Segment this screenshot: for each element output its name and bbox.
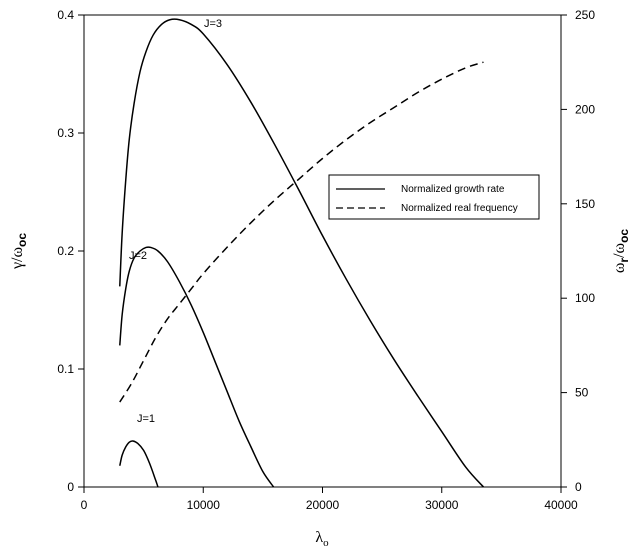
y-right-axis-label-symbol: ω <box>611 263 628 274</box>
y-left-axis-label-symbol: γ/ω <box>9 247 26 270</box>
y-left-tick-label: 0 <box>67 480 74 494</box>
legend-box <box>328 174 540 220</box>
y-right-axis-label-mid: /ω <box>611 243 628 258</box>
y-right-axis-label-sub1: r <box>617 258 631 263</box>
y-left-tick-label: 0.2 <box>57 244 74 258</box>
y-right-tick-label: 50 <box>575 386 589 400</box>
x-tick-label: 20000 <box>306 498 340 512</box>
series-line-j1 <box>119 440 159 488</box>
x-tick-label: 40000 <box>544 498 578 512</box>
x-tick-label: 30000 <box>425 498 459 512</box>
curve-labels: J=3 J=2 J=1 <box>129 18 222 425</box>
legend: Normalized growth rate Normalized real f… <box>328 174 540 220</box>
y-right-tick-label: 250 <box>575 8 595 22</box>
y-right-axis-label: ωr/ωoc <box>611 229 631 274</box>
y-left-axis-label-subscript: oc <box>15 233 29 247</box>
series-line-real-frequency <box>119 61 484 403</box>
series-layer <box>119 18 485 488</box>
y-right-tick-label: 200 <box>575 102 595 116</box>
x-tick-label: 0 <box>81 498 88 512</box>
x-tick-label: 10000 <box>187 498 221 512</box>
y-left-tick-label: 0.1 <box>57 362 74 376</box>
curve-label-j3: J=3 <box>204 18 222 30</box>
axis-ticks: 0 10000 20000 30000 40000 0 0.1 0.2 0.3 0.4 0 50 100… <box>57 8 595 512</box>
series-line-j2 <box>119 246 275 488</box>
y-left-tick-label: 0.3 <box>57 126 74 140</box>
y-left-tick-label: 0.4 <box>57 8 74 22</box>
legend-label-real-frequency: Normalized real frequency <box>401 203 518 214</box>
plot-frame <box>83 14 562 488</box>
y-right-tick-label: 100 <box>575 291 595 305</box>
x-axis-label-subscript: o <box>323 537 329 549</box>
legend-label-growth-rate: Normalized growth rate <box>401 184 505 195</box>
curve-label-j1: J=1 <box>137 413 155 425</box>
x-axis-label-symbol: λ <box>315 529 323 546</box>
curve-label-j2: J=2 <box>129 250 147 262</box>
y-right-tick-label: 150 <box>575 197 595 211</box>
y-right-tick-label: 0 <box>575 480 582 494</box>
y-left-axis-label: γ/ωoc <box>9 233 29 270</box>
y-right-axis-label-sub2: oc <box>617 229 631 243</box>
x-axis-label: λo <box>315 529 329 549</box>
series-line-j3 <box>119 18 485 488</box>
